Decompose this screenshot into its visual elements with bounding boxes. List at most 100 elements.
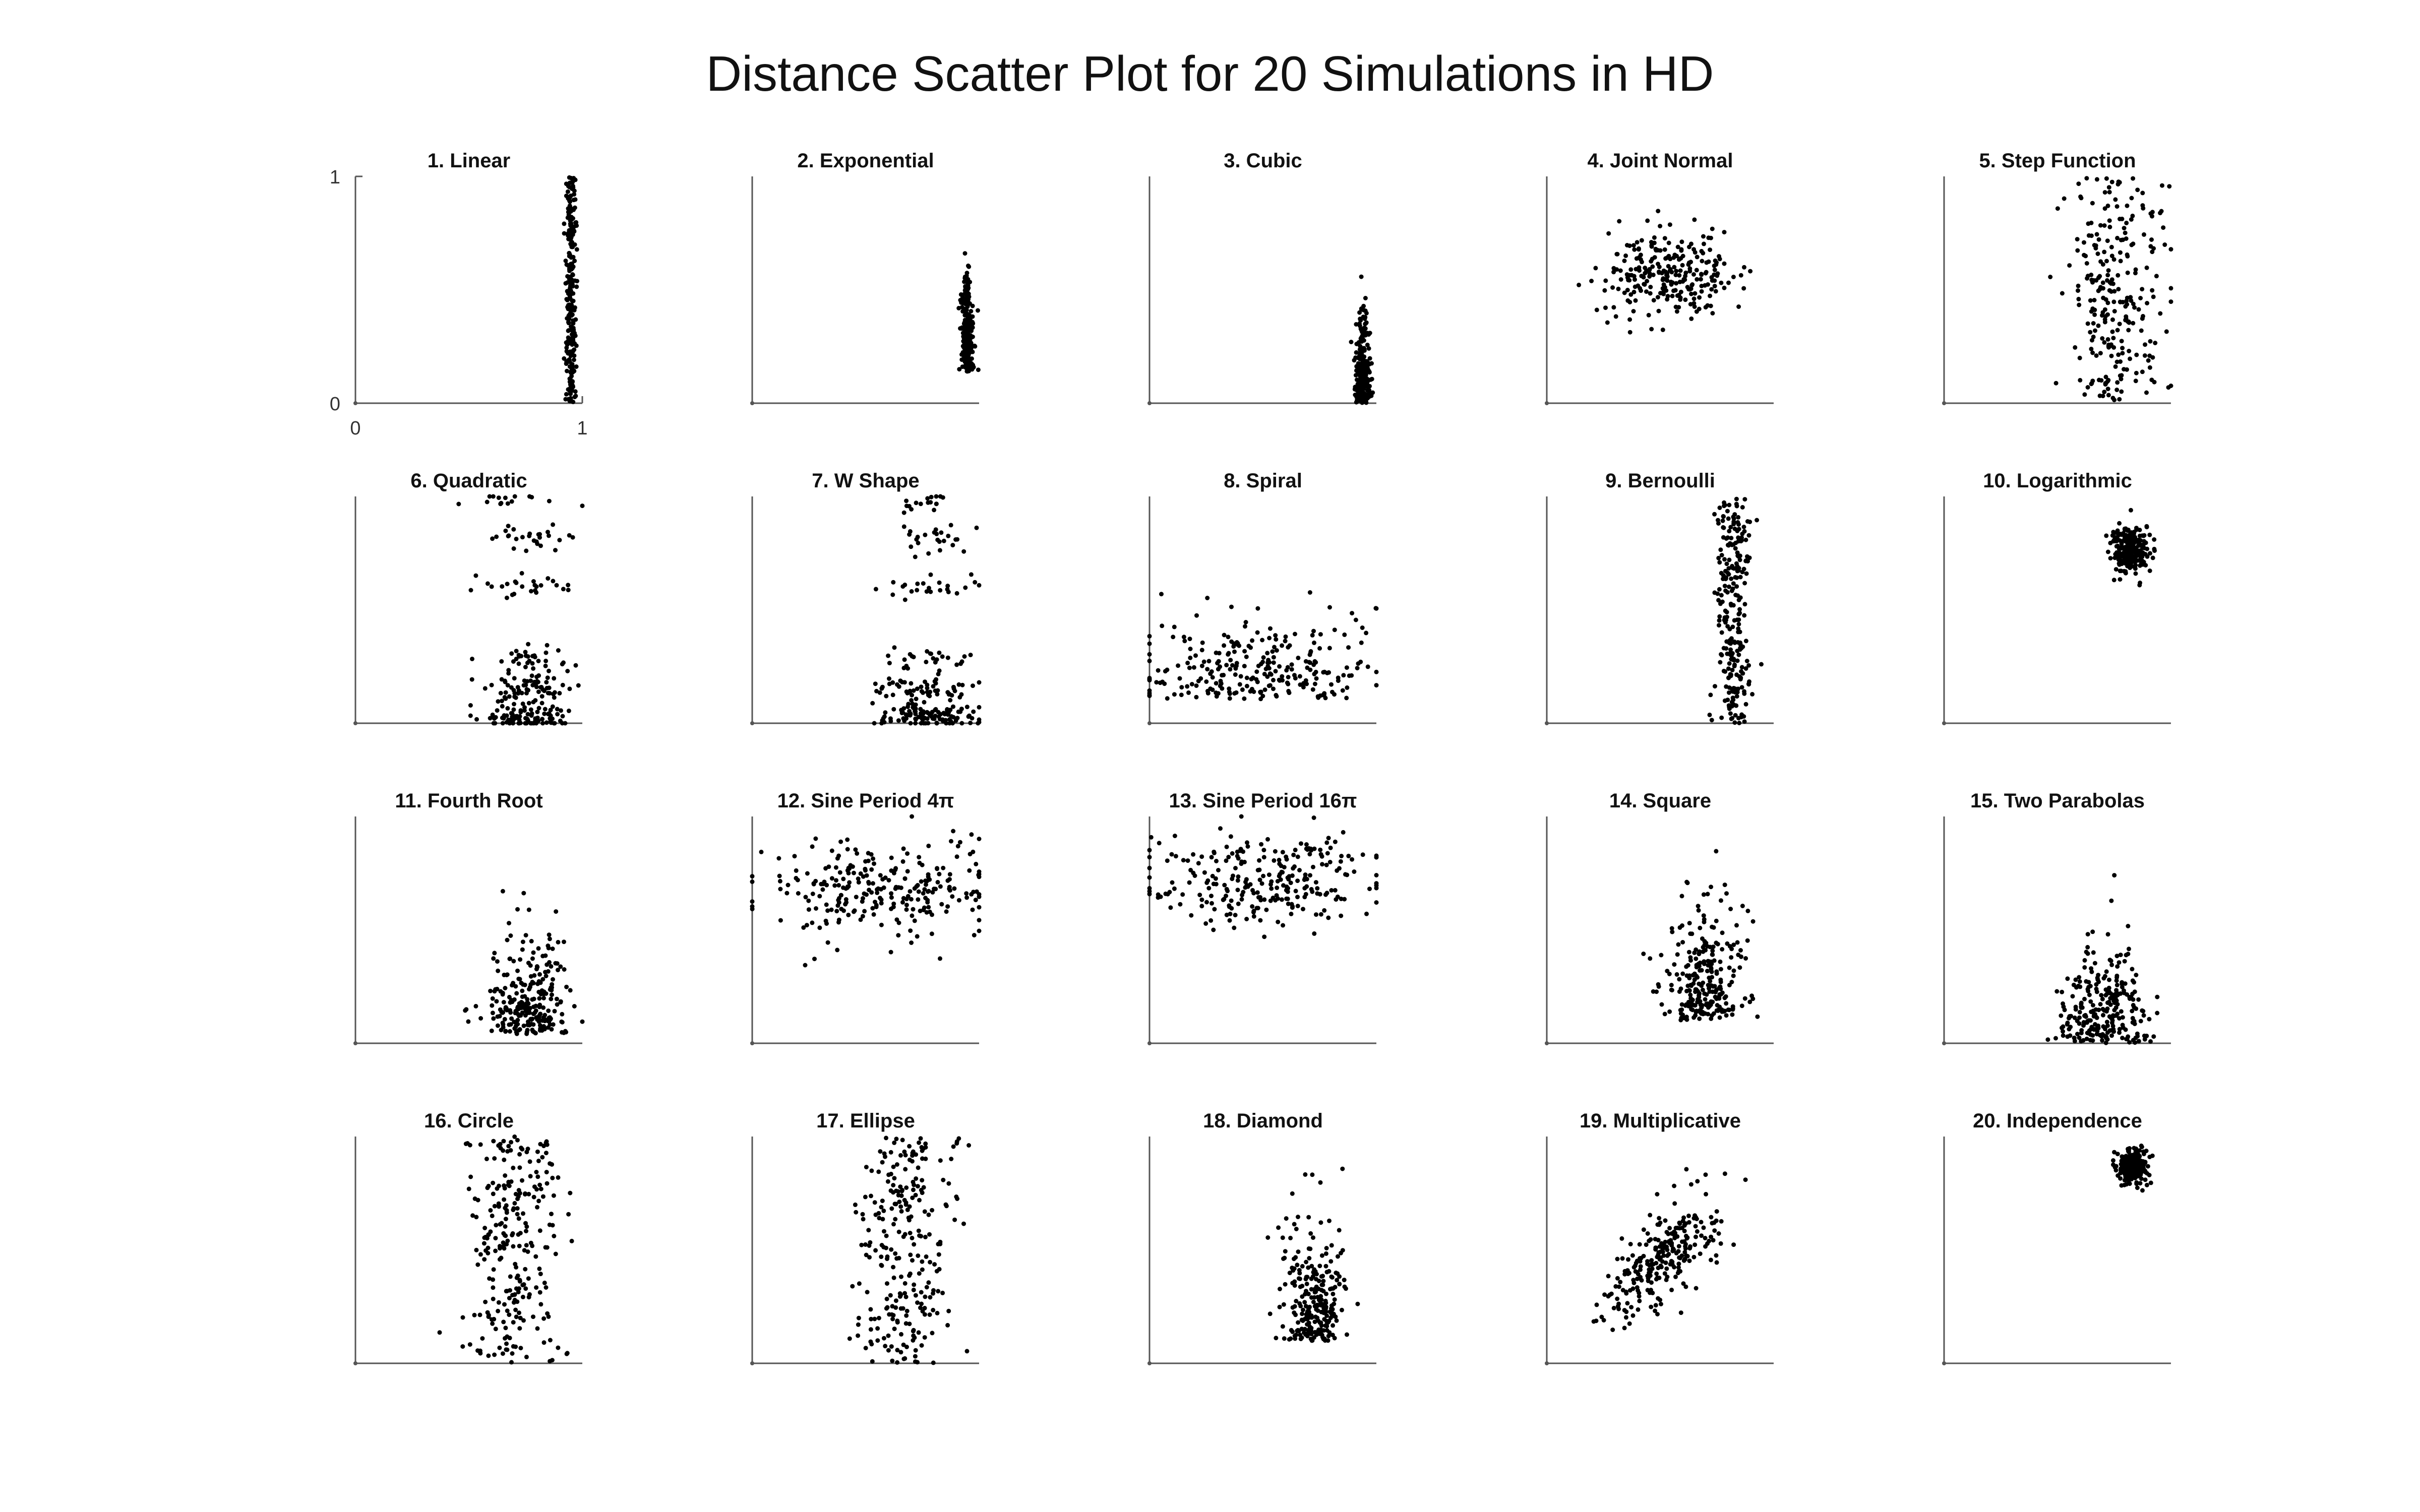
data-point xyxy=(535,1174,540,1179)
data-point xyxy=(1227,691,1232,696)
data-point xyxy=(2131,321,2136,326)
data-point xyxy=(863,1242,868,1247)
axis-origin-marker xyxy=(353,1361,357,1365)
data-point xyxy=(1315,1295,1320,1300)
data-point xyxy=(964,297,970,302)
data-point xyxy=(2100,996,2105,1001)
data-point xyxy=(492,1204,497,1209)
data-point xyxy=(1730,667,1735,672)
data-point xyxy=(2065,1021,2070,1025)
data-point xyxy=(1659,1302,1663,1306)
data-point xyxy=(1355,1301,1360,1306)
data-point xyxy=(838,839,843,844)
data-point xyxy=(2100,313,2104,318)
data-point xyxy=(540,977,546,982)
data-point xyxy=(902,657,907,662)
data-point xyxy=(2130,564,2135,569)
data-point xyxy=(517,1243,522,1248)
data-point xyxy=(1329,1274,1334,1279)
data-point xyxy=(2102,974,2107,979)
data-point xyxy=(902,582,908,587)
data-point xyxy=(497,1204,501,1209)
data-point xyxy=(1304,842,1309,847)
data-point xyxy=(904,1313,909,1318)
data-point xyxy=(508,956,513,961)
data-point xyxy=(1686,287,1691,292)
data-point xyxy=(1182,639,1187,644)
data-point xyxy=(973,898,978,903)
data-point xyxy=(919,1290,924,1295)
data-point xyxy=(965,366,970,371)
data-point xyxy=(501,1025,506,1030)
data-point xyxy=(516,1216,521,1221)
data-point xyxy=(508,718,513,722)
data-point xyxy=(1324,1291,1328,1296)
data-point xyxy=(2077,355,2082,360)
data-point xyxy=(2109,244,2114,249)
data-point xyxy=(1211,927,1216,932)
data-point xyxy=(511,1165,516,1170)
data-point xyxy=(2082,392,2087,397)
data-point xyxy=(1693,1010,1699,1015)
data-point xyxy=(1672,1201,1677,1206)
data-point xyxy=(873,1248,878,1253)
data-point xyxy=(922,1312,927,1317)
data-point xyxy=(1188,647,1193,651)
data-point xyxy=(521,1023,526,1028)
figure-title: Distance Scatter Plot for 20 Simulations… xyxy=(706,46,1714,101)
data-point xyxy=(572,395,577,400)
data-point xyxy=(856,1333,861,1338)
data-point xyxy=(1623,1289,1628,1294)
data-point xyxy=(1282,1336,1287,1341)
data-point xyxy=(530,654,535,659)
data-point xyxy=(537,1004,542,1010)
data-point xyxy=(1205,688,1210,694)
data-point xyxy=(490,712,495,717)
data-point xyxy=(1238,674,1243,679)
data-point xyxy=(2120,1015,2125,1020)
data-point xyxy=(2101,286,2105,291)
data-point xyxy=(2143,342,2148,347)
data-point xyxy=(936,671,941,676)
data-point xyxy=(806,907,811,912)
data-point xyxy=(515,907,520,912)
data-point xyxy=(1594,307,1599,312)
data-point xyxy=(1359,335,1364,340)
data-point xyxy=(964,326,969,331)
axis-origin-marker xyxy=(1545,1361,1549,1365)
data-point xyxy=(903,712,909,717)
data-point xyxy=(1687,973,1692,978)
data-point xyxy=(1290,1191,1295,1196)
data-point xyxy=(491,1191,496,1196)
data-point xyxy=(1702,917,1707,922)
data-point xyxy=(1676,1265,1681,1270)
data-point xyxy=(511,1244,516,1249)
data-point xyxy=(1745,519,1750,524)
data-point xyxy=(2114,988,2119,993)
data-point xyxy=(516,1290,521,1295)
panel-4: 4. Joint Normal xyxy=(1545,150,1774,405)
data-point xyxy=(2123,561,2128,566)
data-point xyxy=(892,1327,897,1332)
data-point xyxy=(911,688,916,693)
data-point xyxy=(795,877,800,883)
data-point xyxy=(967,324,972,329)
data-point xyxy=(2105,1023,2110,1028)
data-point xyxy=(1719,280,1724,285)
data-point xyxy=(1261,848,1266,853)
data-point xyxy=(2081,1020,2086,1025)
data-point xyxy=(559,708,563,713)
data-point xyxy=(478,1252,483,1257)
data-point xyxy=(2094,278,2099,283)
data-point xyxy=(1743,639,1748,644)
data-point xyxy=(1257,877,1262,883)
data-point xyxy=(1714,969,1719,974)
data-point xyxy=(1736,652,1741,657)
axis-origin-marker xyxy=(1942,401,1946,405)
data-point xyxy=(1726,280,1731,285)
panel-title: 6. Quadratic xyxy=(410,470,527,492)
data-point xyxy=(504,595,509,600)
data-point xyxy=(1202,870,1207,875)
data-point xyxy=(1609,1291,1614,1296)
data-point xyxy=(1293,1312,1298,1317)
